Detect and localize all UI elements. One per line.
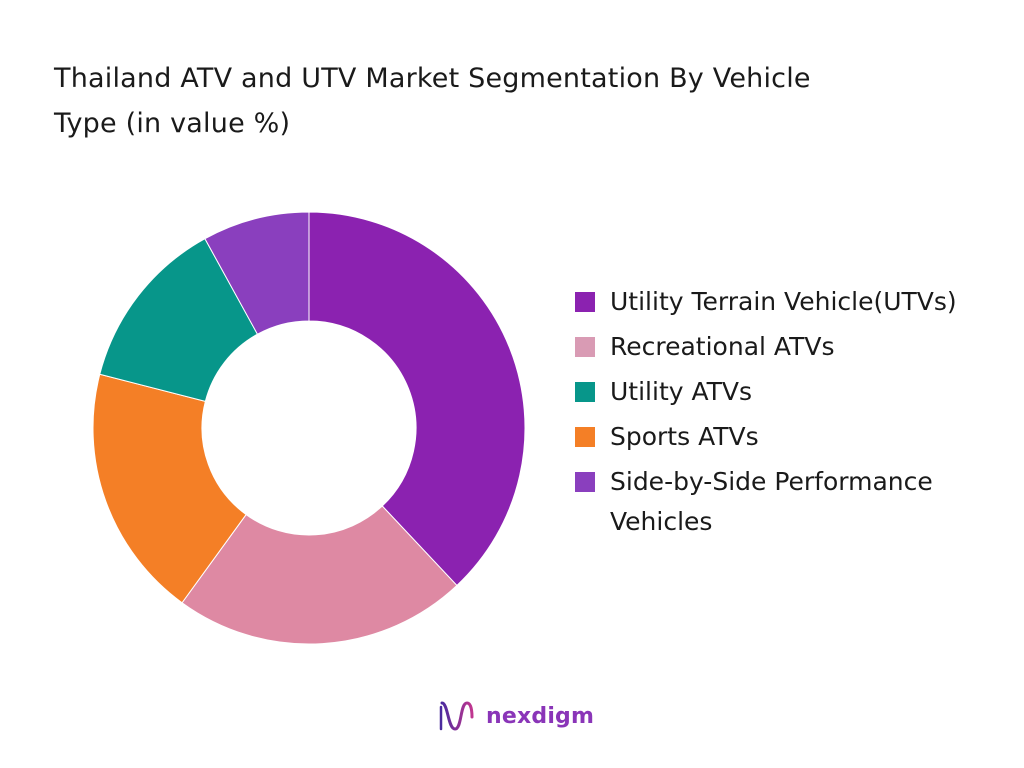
brand-logo: nexdigm: [438, 697, 594, 735]
legend-label: Recreational ATVs: [610, 332, 835, 361]
chart-legend: Utility Terrain Vehicle(UTVs) Recreationa…: [575, 282, 1020, 547]
legend-swatch: [575, 427, 595, 447]
legend-item: Side-by-Side Performance Vehicles: [575, 462, 1020, 542]
legend-swatch: [575, 337, 595, 357]
legend-item: Utility ATVs: [575, 372, 1020, 412]
legend-label: Sports ATVs: [610, 422, 759, 451]
chart-title: Thailand ATV and UTV Market Segmentation…: [54, 63, 811, 139]
legend-swatch: [575, 382, 595, 402]
legend-item: Recreational ATVs: [575, 327, 1020, 367]
legend-label: Utility Terrain Vehicle(UTVs): [610, 287, 957, 316]
slice-utility-terrain-vehicle-utvs: [308, 211, 526, 587]
logo-text: nexdigm: [486, 703, 595, 729]
slice-side-by-side-performance-vehicles: [204, 211, 310, 335]
legend-swatch: [575, 472, 595, 492]
slice-recreational-atvs: [181, 505, 458, 645]
nexdigm-wave-icon: [439, 701, 474, 731]
legend-label: Side-by-Side Performance Vehicles: [610, 467, 933, 536]
legend-label: Utility ATVs: [610, 377, 753, 406]
legend-swatch: [575, 292, 595, 312]
legend-item: Utility Terrain Vehicle(UTVs): [575, 282, 1020, 322]
slice-sports-atvs: [92, 373, 247, 604]
legend-item: Sports ATVs: [575, 417, 1020, 457]
